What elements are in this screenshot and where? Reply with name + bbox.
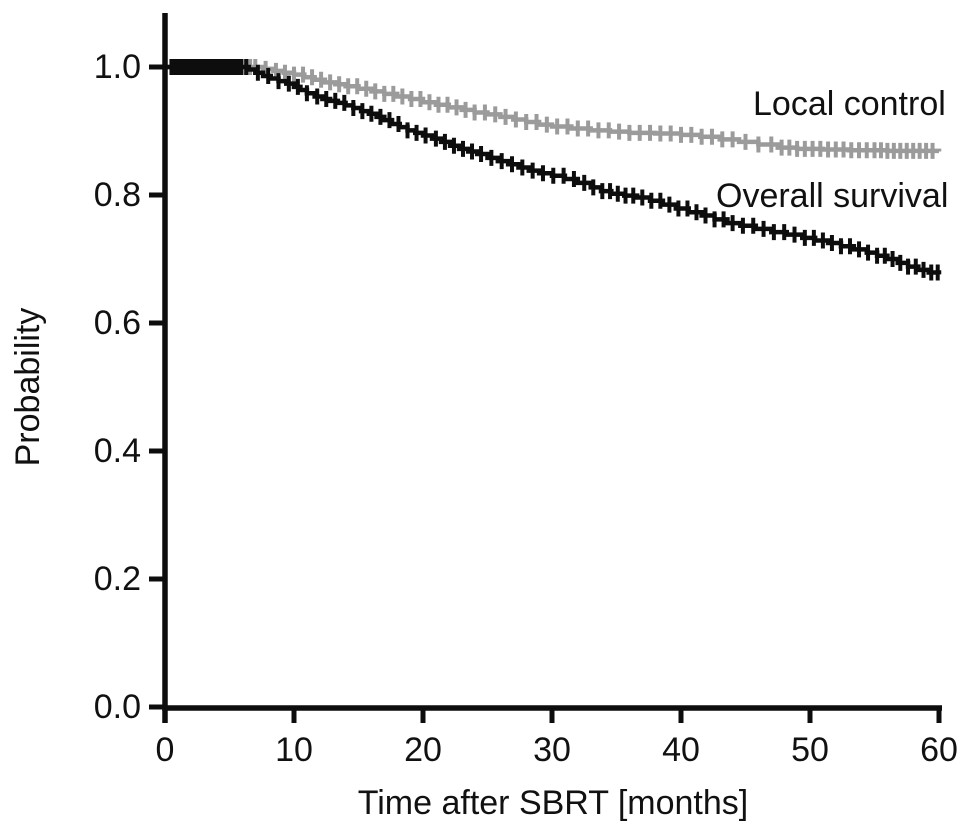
x-tick-label-0: 0 <box>155 731 175 769</box>
y-axis-title: Probability <box>9 307 47 467</box>
y-tick-label-0.0: 0.0 <box>93 688 141 726</box>
x-tick-label-30: 30 <box>533 731 571 769</box>
y-tick-label-0.8: 0.8 <box>93 176 141 214</box>
y-tick-label-0.6: 0.6 <box>93 304 141 342</box>
x-tick-label-60: 60 <box>920 731 958 769</box>
x-tick-label-40: 40 <box>662 731 700 769</box>
y-tick-label-1.0: 1.0 <box>93 48 141 86</box>
x-tick-label-50: 50 <box>791 731 829 769</box>
x-axis-title: Time after SBRT [months] <box>357 784 749 822</box>
legend-label-local-control: Local control <box>753 85 946 123</box>
y-tick-label-0.4: 0.4 <box>93 432 141 470</box>
x-tick-label-20: 20 <box>404 731 442 769</box>
x-tick-label-10: 10 <box>275 731 313 769</box>
y-tick-label-0.2: 0.2 <box>93 560 141 598</box>
legend-label-overall-survival: Overall survival <box>716 177 949 215</box>
censor-ticks-overall-survival <box>169 59 940 281</box>
